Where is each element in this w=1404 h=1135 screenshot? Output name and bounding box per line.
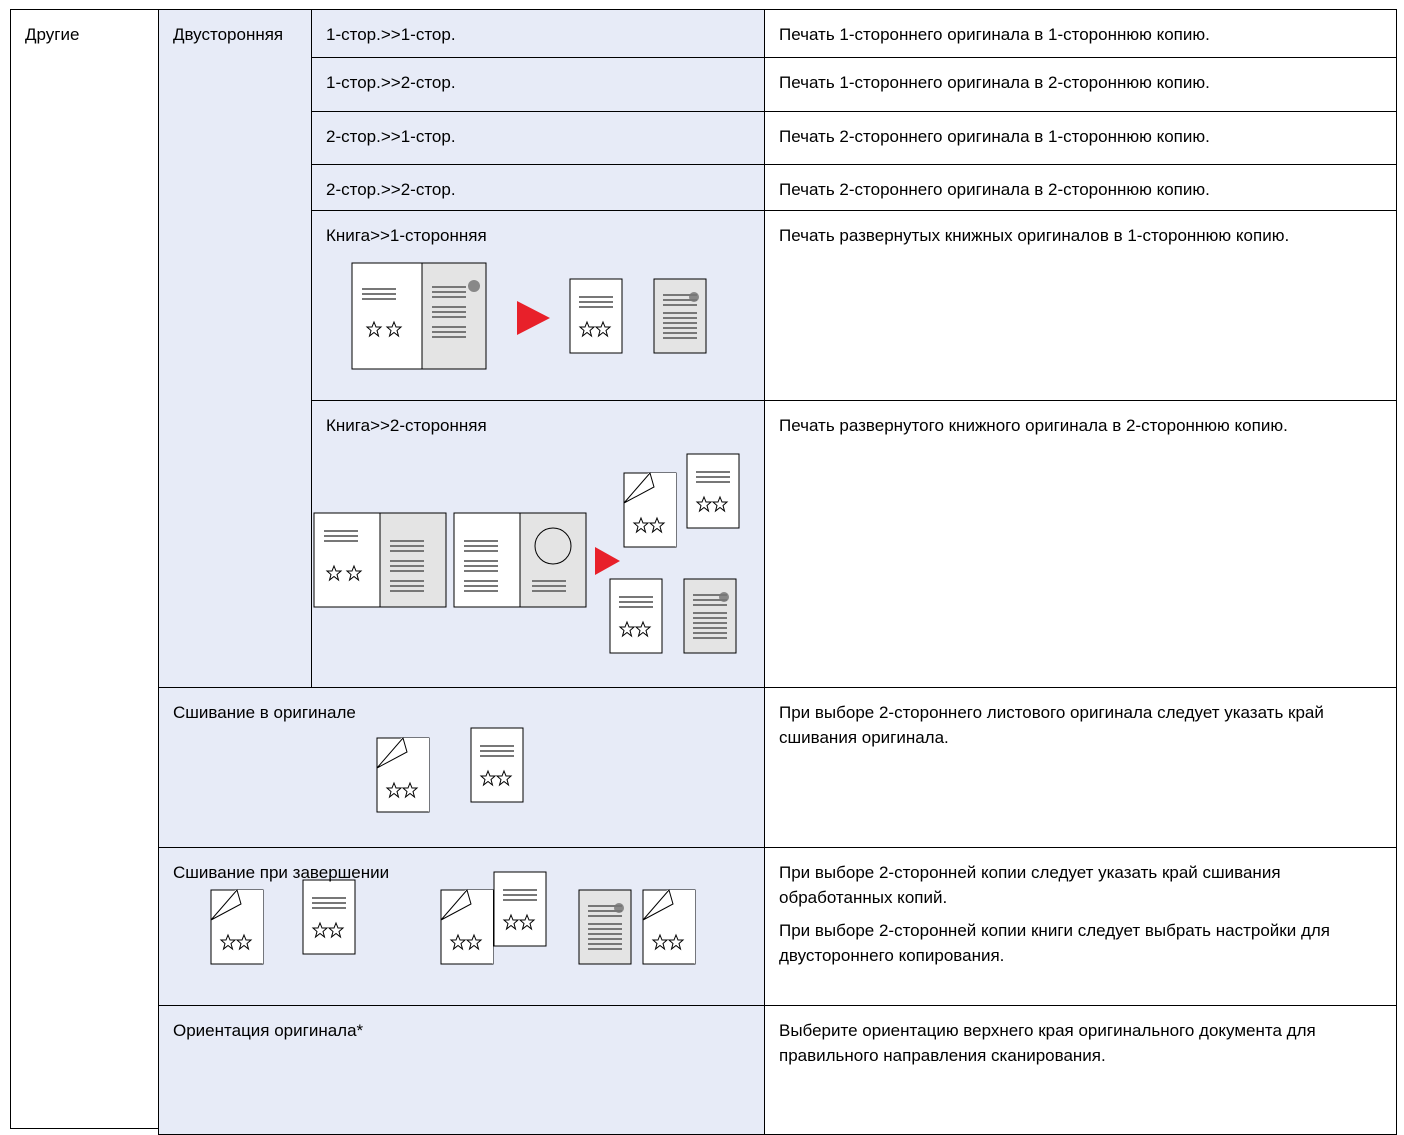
description-cell: Печать развернутого книжного оригинала в… <box>764 400 1397 688</box>
group-cell: Другие <box>10 9 159 1129</box>
description-text: При выборе 2-сторонней копии книги следу… <box>779 921 1330 965</box>
setting-label: Сшивание при завершении <box>173 863 390 882</box>
setting-cell: Книга>>1-сторонняя <box>311 210 765 401</box>
section-cell: Двусторонняя <box>158 9 312 688</box>
description-text: При выборе 2-сторонней копии следует ука… <box>779 863 1281 907</box>
description-text: Печать развернутого книжного оригинала в… <box>779 416 1288 435</box>
description-cell: Печать 2-стороннего оригинала в 1-сторон… <box>764 111 1397 165</box>
setting-label: Книга>>1-сторонняя <box>326 226 487 245</box>
setting-cell: 1-стор.>>1-стор. <box>311 9 765 58</box>
setting-label: 2-стор.>>2-стор. <box>326 180 456 199</box>
description-cell: Выберите ориентацию верхнего края оригин… <box>764 1005 1397 1135</box>
setting-cell: 1-стор.>>2-стор. <box>311 57 765 112</box>
description-cell: Печать 1-стороннего оригинала в 1-сторон… <box>764 9 1397 58</box>
description-text: Печать развернутых книжных оригиналов в … <box>779 226 1290 245</box>
setting-cell: 2-стор.>>2-стор. <box>311 164 765 211</box>
description-cell: Печать 2-стороннего оригинала в 2-сторон… <box>764 164 1397 211</box>
description-text: При выборе 2-стороннего листового оригин… <box>779 703 1324 747</box>
setting-cell: Сшивание в оригинале <box>158 687 765 848</box>
setting-cell: Книга>>2-сторонняя <box>311 400 765 688</box>
description-text: Выберите ориентацию верхнего края оригин… <box>779 1021 1316 1065</box>
setting-label: 2-стор.>>1-стор. <box>326 127 456 146</box>
book-to-2-sided-illustration <box>313 401 765 689</box>
description-text: Печать 2-стороннего оригинала в 1-сторон… <box>779 127 1210 146</box>
setting-cell: Сшивание при завершении <box>158 847 765 1006</box>
description-cell: При выборе 2-сторонней копии следует ука… <box>764 847 1397 1006</box>
description-cell: Печать 1-стороннего оригинала в 2-сторон… <box>764 57 1397 112</box>
group-label: Другие <box>25 25 80 44</box>
description-text: Печать 2-стороннего оригинала в 2-сторон… <box>779 180 1210 199</box>
setting-label: 1-стор.>>2-стор. <box>326 73 456 92</box>
setting-label: 1-стор.>>1-стор. <box>326 25 456 44</box>
setting-label: Сшивание в оригинале <box>173 703 356 722</box>
section-label: Двусторонняя <box>173 25 284 44</box>
setting-label: Книга>>2-сторонняя <box>326 416 487 435</box>
setting-cell: Ориентация оригинала* <box>158 1005 765 1135</box>
setting-cell: 2-стор.>>1-стор. <box>311 111 765 165</box>
description-text: Печать 1-стороннего оригинала в 1-сторон… <box>779 25 1210 44</box>
description-cell: При выборе 2-стороннего листового оригин… <box>764 687 1397 848</box>
book-to-1-sided-illustration <box>351 262 765 370</box>
setting-label: Ориентация оригинала* <box>173 1021 364 1040</box>
description-cell: Печать развернутых книжных оригиналов в … <box>764 210 1397 401</box>
description-text: Печать 1-стороннего оригинала в 2-сторон… <box>779 73 1210 92</box>
